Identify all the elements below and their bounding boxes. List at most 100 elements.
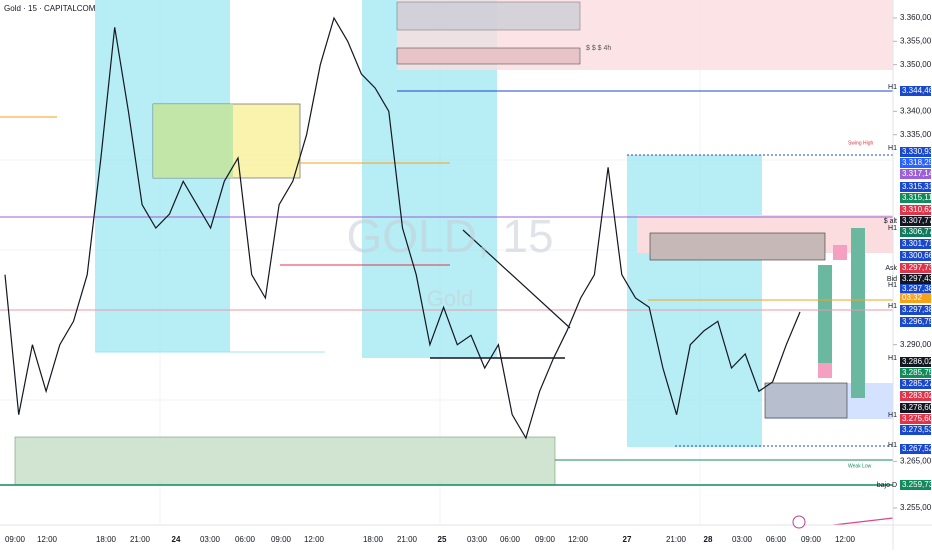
y-tick-label: 3.335,00: [900, 130, 932, 139]
price-tag: [900, 317, 931, 327]
price-tag: [900, 480, 931, 490]
price-tag: [900, 182, 931, 192]
annotation: Weak Low: [848, 463, 872, 469]
price-tag-side: $ alt: [884, 218, 897, 225]
x-tick-label: 25: [438, 535, 447, 544]
price-tag-label: 3.315,31: [902, 182, 932, 191]
price-tag: [900, 403, 931, 413]
x-tick-label: 09:00: [271, 535, 292, 544]
event-icon[interactable]: [792, 515, 806, 529]
price-tag: [900, 263, 931, 273]
price-tag: [900, 414, 931, 424]
price-tag-label: 3.285,75: [902, 368, 932, 377]
price-tag: [900, 169, 931, 179]
price-tag-side: H1: [888, 355, 897, 362]
y-tick-label: 3.360,00: [900, 13, 932, 22]
x-tick-label: 24: [172, 535, 181, 544]
level-lines: [0, 90, 894, 534]
x-tick-label: 12:00: [835, 535, 856, 544]
y-tick-label: 3.290,00: [900, 340, 932, 349]
price-tag-label: 3.301,71: [902, 239, 932, 248]
y-tick-label: 3.340,00: [900, 106, 932, 115]
price-tag-label: 3.307,77: [902, 216, 932, 225]
x-tick-label: 06:00: [235, 535, 256, 544]
price-tag: [900, 391, 931, 401]
price-tag-label: 3.259,73: [902, 480, 932, 489]
x-tick-label: 12:00: [304, 535, 325, 544]
x-tick-label: 28: [704, 535, 713, 544]
x-tick-label: 03:00: [467, 535, 488, 544]
price-tag: [900, 227, 931, 237]
price-tag-label: 3.283,02: [902, 391, 932, 400]
price-tag-label: 3.297,73: [902, 263, 932, 272]
time-axis: [0, 525, 893, 550]
price-tag-label: 3.344,46: [902, 86, 932, 95]
x-tick-label: 27: [623, 535, 632, 544]
annotation: $ $ $ 4h: [586, 45, 611, 52]
price-tag-label: 3.275,60: [902, 414, 932, 423]
price-tag-label: 3.310,62: [902, 205, 932, 214]
price-tag: [900, 305, 931, 315]
y-tick-label: 3.265,00: [900, 456, 932, 465]
price-tag-side: H1: [888, 84, 897, 91]
price-tag-label: 3.297,38: [902, 284, 932, 293]
x-tick-label: 09:00: [5, 535, 26, 544]
price-tag: [900, 205, 931, 215]
x-tick-label: 21:00: [666, 535, 687, 544]
price-tag-side: H1: [888, 442, 897, 449]
x-tick-label: 03:00: [200, 535, 221, 544]
x-tick-label: 09:00: [535, 535, 556, 544]
price-tag: [900, 425, 931, 435]
price-tag-side: H1: [888, 282, 897, 289]
price-tag-label: 3.317,14: [902, 169, 932, 178]
price-tag: [900, 239, 931, 249]
price-tag: [900, 368, 931, 378]
x-tick-label: 21:00: [397, 535, 418, 544]
price-tag: [900, 357, 931, 367]
x-tick-label: 03:00: [732, 535, 753, 544]
price-tag-label: 3.286,02: [902, 357, 932, 366]
x-tick-label: 09:00: [801, 535, 822, 544]
price-tag-label: 3.278,60: [902, 403, 932, 412]
x-tick-label: 06:00: [500, 535, 521, 544]
plot: [4, 16, 801, 440]
price-tag-side: Bid: [887, 276, 897, 283]
x-tick-label: 18:00: [363, 535, 384, 544]
price-tag-side: Ask: [885, 265, 897, 272]
x-tick-label: 12:00: [568, 535, 589, 544]
watermark-symbol: GOLD, 15: [346, 210, 553, 262]
y-tick-label: 3.355,00: [900, 36, 932, 45]
price-tag-label: 3.306,77: [902, 227, 932, 236]
chart-title: Gold · 15 · CAPITALCOM: [4, 4, 96, 13]
annotation: Swing High: [848, 140, 874, 146]
price-tag-label: 3.330,93: [902, 147, 932, 156]
zones: [14, 0, 893, 486]
price-tag: [900, 193, 931, 203]
price-tag-side: H1: [888, 225, 897, 232]
price-tag-label: 3.285,27: [902, 379, 932, 388]
x-tick-label: 18:00: [96, 535, 117, 544]
x-tick-label: 06:00: [766, 535, 787, 544]
price-tag: [900, 293, 931, 303]
price-tag: [900, 444, 931, 454]
price-tag: [900, 216, 931, 226]
price-tag-label: 3.296,75: [902, 317, 932, 326]
price-tag: [900, 158, 931, 168]
price-tag-side: H1: [888, 412, 897, 419]
price-tag: [900, 251, 931, 261]
price-tag: [900, 284, 931, 294]
price-tag: [900, 86, 931, 96]
watermark-name: Gold: [427, 286, 473, 311]
price-tag-side: H1: [888, 145, 897, 152]
price-tag-label: 3.267,52: [902, 444, 932, 453]
price-tag-label: 3.297,43: [902, 274, 932, 283]
price-tag-side: bajo D: [877, 482, 897, 489]
x-tick-label: 21:00: [130, 535, 151, 544]
price-tag-label: 03:32: [902, 293, 923, 302]
price-tag-label: 3.273,53: [902, 425, 932, 434]
price-tag-side: H1: [888, 303, 897, 310]
price-tag: [900, 147, 931, 157]
price-tag-label: 3.300,66: [902, 251, 932, 260]
y-tick-label: 3.350,00: [900, 60, 932, 69]
